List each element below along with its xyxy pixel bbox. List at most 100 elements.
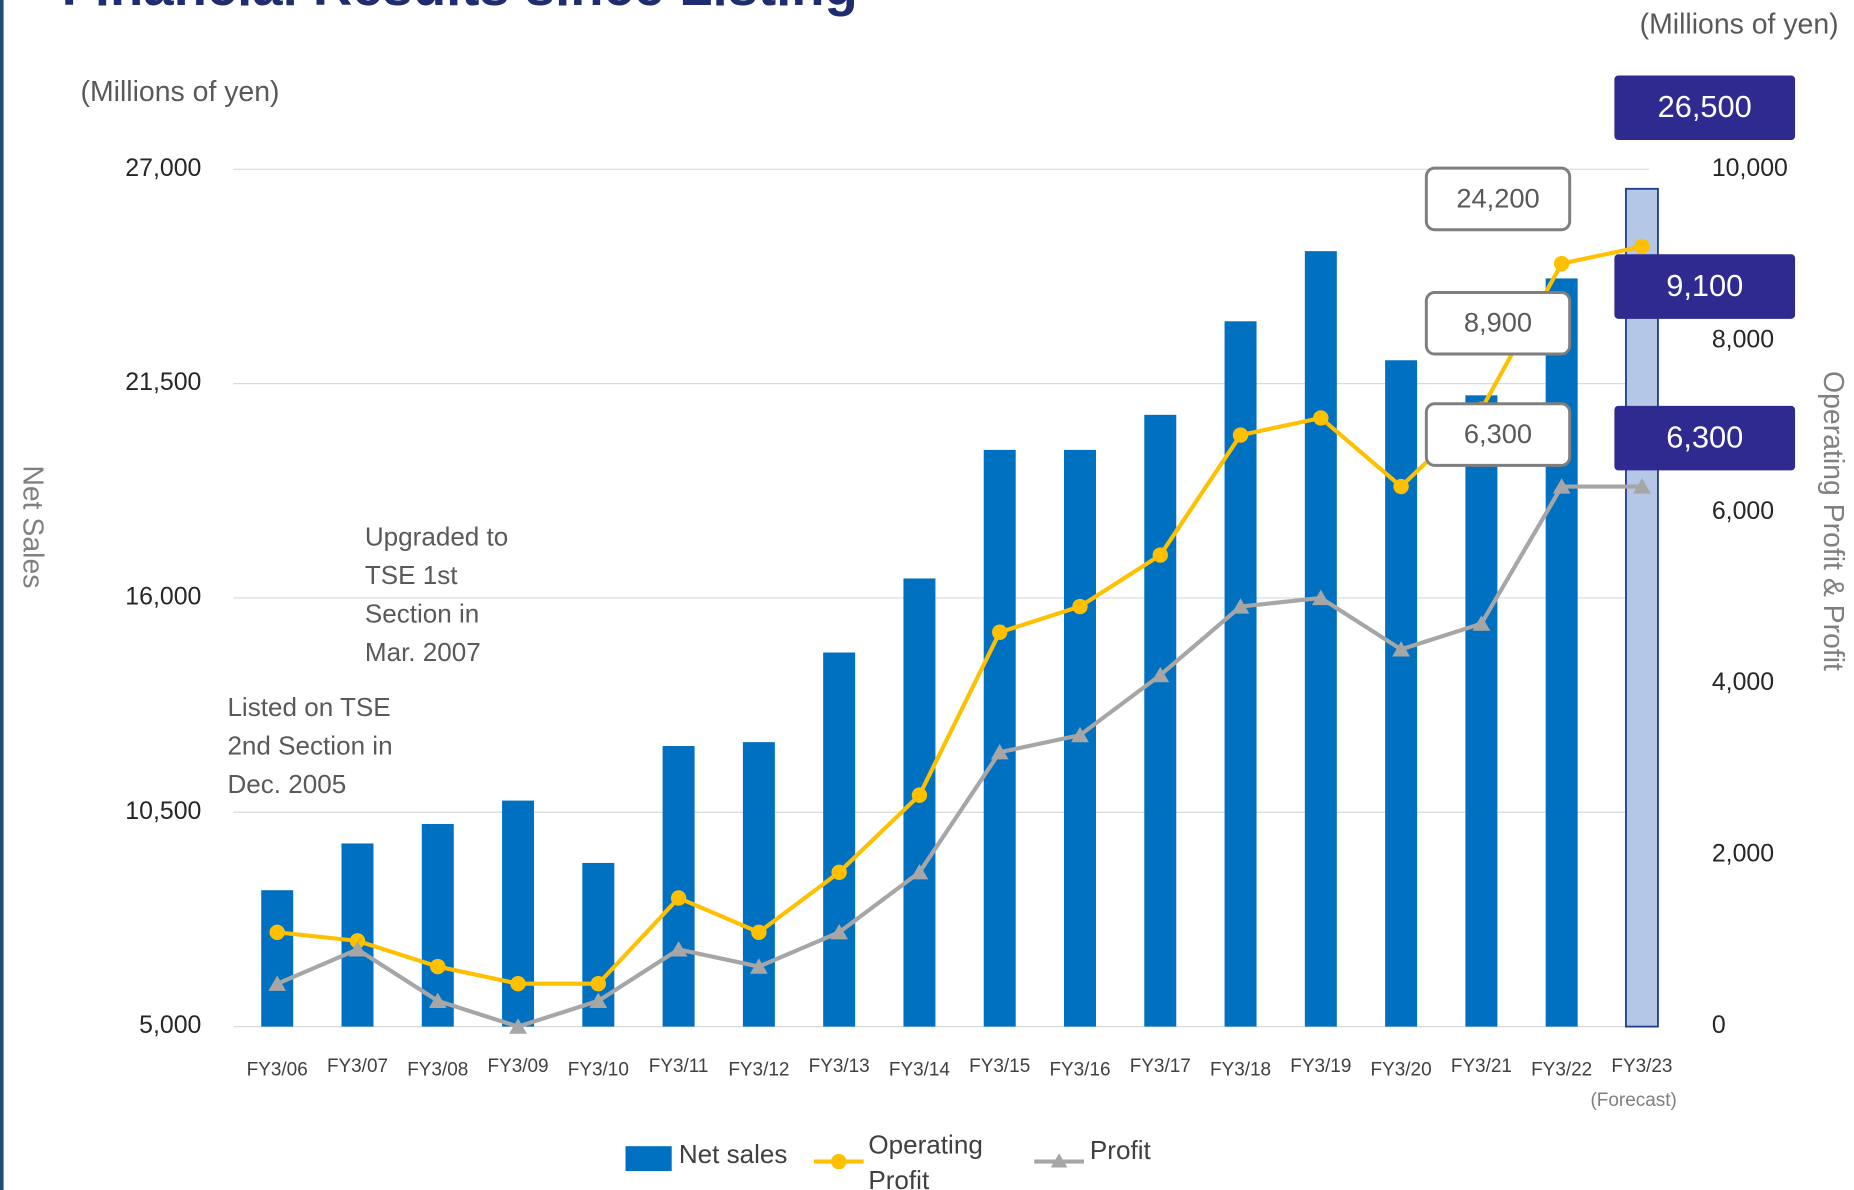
x-tick-label: FY3/18 bbox=[1210, 1059, 1271, 1080]
marker bbox=[1152, 547, 1168, 563]
marker bbox=[1071, 726, 1089, 743]
x-tick-label: FY3/15 bbox=[969, 1056, 1030, 1077]
y2-axis-title: Operating Profit & Profit bbox=[1817, 371, 1849, 671]
marker bbox=[751, 924, 767, 940]
marker bbox=[992, 624, 1008, 640]
line bbox=[276, 484, 1642, 1029]
marker bbox=[430, 958, 446, 975]
marker bbox=[831, 864, 847, 880]
marker bbox=[830, 924, 849, 940]
y-tick-label: 16,000 bbox=[125, 583, 201, 611]
annotation: Section in bbox=[365, 599, 479, 629]
marker bbox=[509, 1018, 527, 1034]
marker bbox=[911, 787, 928, 803]
annotation: Upgraded to bbox=[365, 522, 508, 552]
bar bbox=[1144, 414, 1177, 1027]
marker bbox=[269, 924, 285, 940]
legend-label: Operating Profit bbox=[868, 1129, 983, 1190]
marker bbox=[1231, 598, 1250, 614]
marker bbox=[1151, 666, 1170, 683]
value-label: 8,900 bbox=[1464, 307, 1532, 338]
marker bbox=[990, 743, 1009, 760]
bar bbox=[1224, 321, 1257, 1027]
bar bbox=[983, 449, 1016, 1027]
marker bbox=[670, 890, 687, 906]
x-tick-label: FY3/08 bbox=[407, 1059, 468, 1080]
bar bbox=[1304, 251, 1337, 1027]
value-label-box bbox=[1424, 290, 1572, 356]
marker bbox=[589, 992, 608, 1008]
x-tick-label: FY3/20 bbox=[1371, 1059, 1432, 1080]
unit-left: (Millions of yen) bbox=[81, 76, 280, 108]
y-axis-title: Net Sales bbox=[16, 465, 48, 588]
marker bbox=[1472, 615, 1491, 631]
annotation: Dec. 2005 bbox=[227, 769, 346, 799]
y2-tick-label: 0 bbox=[1712, 1011, 1726, 1039]
y2-tick-label: 10,000 bbox=[1712, 154, 1788, 182]
left-stripe bbox=[0, 0, 4, 1190]
legend-swatch bbox=[625, 1146, 672, 1172]
value-label-box bbox=[1424, 402, 1572, 467]
value-label-box bbox=[1424, 166, 1572, 232]
marker bbox=[510, 976, 526, 992]
x-tick-label: FY3/22 bbox=[1531, 1059, 1592, 1080]
y-tick-label: 27,000 bbox=[125, 154, 201, 182]
x-tick-label: FY3/11 bbox=[649, 1056, 709, 1077]
x-tick-label: FY3/21 bbox=[1451, 1056, 1512, 1077]
x-tick-label: FY3/06 bbox=[247, 1059, 308, 1080]
annotation: Mar. 2007 bbox=[365, 637, 481, 667]
value-label: 6,300 bbox=[1464, 418, 1532, 449]
marker bbox=[910, 863, 929, 880]
legend-item: Operating Profit bbox=[868, 1129, 983, 1190]
legend-label: Profit bbox=[1089, 1135, 1151, 1166]
bar bbox=[261, 890, 294, 1027]
marker bbox=[1552, 478, 1571, 494]
marker bbox=[1553, 255, 1570, 272]
marker bbox=[268, 975, 287, 991]
x-tick-label: FY3/13 bbox=[809, 1056, 870, 1077]
y2-tick-label: 6,000 bbox=[1712, 497, 1774, 525]
annotation: 2nd Section in bbox=[227, 731, 392, 761]
y2-tick-label: 4,000 bbox=[1712, 668, 1774, 696]
chart-title: Financial Results since Listing bbox=[62, 0, 858, 17]
marker bbox=[749, 958, 768, 974]
marker bbox=[669, 941, 688, 957]
marker bbox=[1311, 589, 1330, 606]
x-tick-label: FY3/19 bbox=[1290, 1056, 1351, 1077]
marker bbox=[348, 941, 367, 957]
value-label: 24,200 bbox=[1456, 182, 1539, 213]
marker bbox=[1072, 598, 1088, 615]
unit-right: (Millions of yen) bbox=[1640, 9, 1839, 41]
y-tick-label: 10,500 bbox=[125, 797, 201, 825]
forecast-note: (Forecast) bbox=[1590, 1090, 1676, 1111]
x-tick-label: FY3/09 bbox=[488, 1056, 549, 1077]
value-label: 9,100 bbox=[1666, 268, 1743, 303]
value-label-box bbox=[1614, 254, 1796, 319]
marker bbox=[590, 976, 607, 992]
x-tick-label: FY3/16 bbox=[1049, 1059, 1110, 1080]
bar bbox=[1465, 395, 1498, 1027]
bar bbox=[1545, 278, 1578, 1027]
bar bbox=[742, 742, 775, 1027]
bar bbox=[502, 800, 535, 1027]
y-tick-label: 21,500 bbox=[125, 368, 201, 396]
bar bbox=[1385, 360, 1418, 1027]
marker bbox=[428, 992, 447, 1008]
line bbox=[276, 244, 1643, 986]
x-tick-label: FY3/07 bbox=[327, 1056, 388, 1077]
legend-marker bbox=[1050, 1153, 1068, 1168]
bar bbox=[662, 746, 695, 1027]
value-label-box bbox=[1614, 75, 1796, 141]
x-tick-label: FY3/23 bbox=[1611, 1056, 1672, 1077]
marker bbox=[1393, 478, 1409, 495]
legend-item: Net sales bbox=[679, 1139, 788, 1169]
x-tick-label: FY3/12 bbox=[728, 1059, 789, 1080]
marker bbox=[1634, 238, 1650, 255]
y2-tick-label: 2,000 bbox=[1712, 840, 1774, 868]
legend-marker bbox=[831, 1153, 847, 1170]
x-tick-label: FY3/14 bbox=[889, 1059, 950, 1080]
bar bbox=[1625, 187, 1659, 1028]
x-tick-label: FY3/17 bbox=[1130, 1056, 1191, 1077]
